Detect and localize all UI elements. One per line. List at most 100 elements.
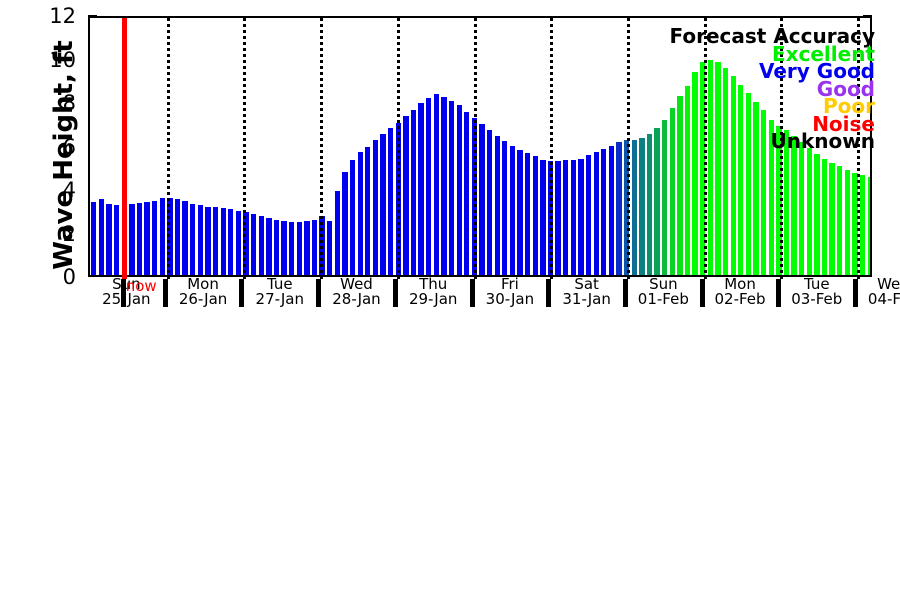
- x-axis-day-labels: Sun 25-Jan Mon 26-Jan Tue 27-Jan Wed 28-Jan Thu 2…: [88, 275, 900, 309]
- bar: [852, 172, 858, 275]
- bar: [623, 140, 630, 275]
- bar: [570, 159, 576, 275]
- y-tick-label: 0: [62, 265, 76, 289]
- bar: [159, 197, 165, 275]
- bar: [646, 133, 653, 275]
- day-of-week: Sun: [649, 275, 678, 293]
- bar: [433, 94, 439, 275]
- bar: [776, 126, 782, 275]
- bar: [113, 205, 120, 275]
- bar: [730, 76, 736, 275]
- bar-series-wave-height: [90, 18, 870, 275]
- day-label: Tue 27-Jan: [241, 277, 318, 307]
- day-gridline: [626, 18, 630, 279]
- day-separator: [776, 279, 782, 307]
- y-tick-label: 2: [62, 221, 76, 246]
- bar: [266, 218, 272, 275]
- day-label: Thu 29-Jan: [395, 277, 472, 307]
- bar: [738, 84, 744, 275]
- day-gridline: [780, 18, 784, 279]
- day-gridline: [857, 18, 861, 279]
- bar: [426, 97, 432, 275]
- bar: [296, 221, 302, 275]
- bar: [760, 109, 767, 275]
- bar: [525, 153, 531, 275]
- y-tick-label: 8: [62, 91, 76, 115]
- day-gridline: [473, 18, 477, 279]
- day-label: Sun 01-Feb: [625, 277, 702, 307]
- bar: [806, 147, 812, 275]
- bar: [190, 204, 196, 275]
- bar: [859, 174, 866, 275]
- bar: [532, 156, 538, 275]
- bar: [867, 177, 870, 275]
- bar: [783, 130, 790, 275]
- bar: [365, 146, 371, 275]
- bar: [387, 128, 394, 275]
- bar: [250, 214, 257, 275]
- day-of-week: Fri: [500, 275, 519, 293]
- day-label: Wed 28-Jan: [318, 277, 395, 307]
- day-of-week: Mon: [724, 275, 756, 293]
- bar: [129, 204, 135, 275]
- day-label: Wed04-Feb: [855, 277, 900, 307]
- day-date: 29-Jan: [408, 290, 458, 308]
- bar: [289, 221, 295, 275]
- bar: [380, 133, 386, 275]
- day-separator: [469, 279, 475, 307]
- day-date: 25-Jan: [102, 290, 151, 308]
- day-of-week: Tue: [266, 275, 293, 293]
- day-of-week: Wed: [340, 275, 373, 293]
- bar: [91, 202, 97, 275]
- bar: [593, 152, 599, 275]
- bar: [639, 137, 645, 275]
- bar: [799, 142, 805, 275]
- bar: [753, 102, 759, 275]
- bar: [486, 130, 493, 275]
- day-separator: [316, 279, 322, 307]
- y-tick-label: 4: [62, 178, 76, 202]
- day-separator: [853, 279, 859, 307]
- bar: [136, 203, 143, 275]
- bar: [677, 95, 683, 275]
- day-date: 28-Jan: [332, 290, 381, 308]
- bar: [334, 191, 341, 275]
- bar: [684, 85, 691, 275]
- day-date: 31-Jan: [562, 290, 611, 308]
- now-line: [121, 18, 127, 279]
- bar: [829, 163, 835, 275]
- day-of-week: Thu: [419, 275, 448, 293]
- bar: [304, 220, 310, 275]
- day-date: 01-Feb: [637, 290, 689, 308]
- bar: [372, 140, 379, 275]
- bar: [418, 103, 424, 275]
- bar: [228, 208, 234, 275]
- day-separator: [392, 279, 398, 307]
- bar: [616, 142, 622, 275]
- bar: [479, 123, 485, 275]
- bar: [464, 111, 470, 275]
- bar: [197, 205, 204, 275]
- day-separator: [699, 279, 705, 307]
- bar: [273, 219, 280, 275]
- y-tick-label: 12: [49, 4, 76, 28]
- day-date: 04-Feb: [867, 290, 900, 308]
- bar: [837, 166, 843, 275]
- bar: [601, 148, 607, 275]
- bar: [448, 101, 455, 275]
- day-gridline: [550, 18, 554, 279]
- day-label: Tue 03-Feb: [778, 277, 855, 307]
- bar: [745, 93, 752, 275]
- bar: [844, 169, 851, 275]
- day-date: 02-Feb: [714, 290, 766, 308]
- bar: [692, 71, 698, 275]
- bar: [403, 116, 409, 275]
- day-gridline: [703, 18, 707, 279]
- now-separator: [120, 279, 126, 307]
- day-date: 27-Jan: [255, 290, 304, 308]
- day-of-week: Sun: [112, 275, 141, 293]
- day-label: Mon 02-Feb: [702, 277, 779, 307]
- day-gridline: [320, 18, 324, 279]
- bar: [608, 145, 615, 275]
- day-gridline: [396, 18, 400, 279]
